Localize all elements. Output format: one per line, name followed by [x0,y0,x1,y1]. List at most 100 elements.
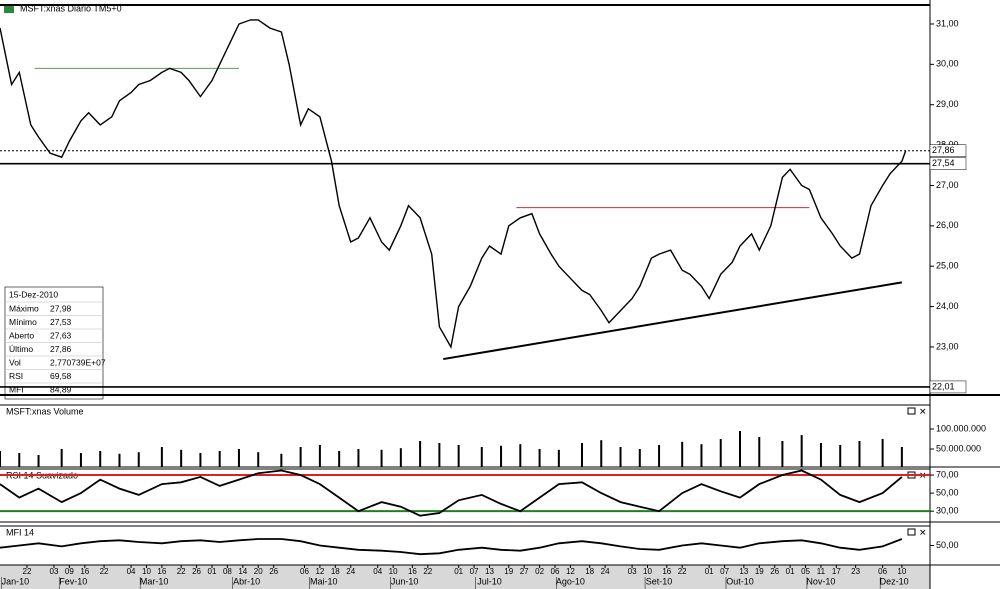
x-month-label: Jul-10 [477,576,502,586]
volume-bar [519,444,522,467]
volume-bar [781,441,784,467]
x-day-label: 01 [705,567,714,576]
x-day-label: 06 [300,567,309,576]
x-day-label: 01 [208,567,217,576]
marker-box [929,144,967,157]
volume-bar [399,448,402,467]
x-day-label: 26 [192,567,201,576]
volume-bar [237,449,240,467]
y-tick-label: 30,00 [936,506,959,516]
x-axis-band [0,565,930,589]
info-label: Aberto [9,330,34,340]
y-tick-label: 30,00 [936,59,959,69]
volume-bar [758,437,761,467]
volume-bar [480,447,483,467]
volume-bar [99,451,102,467]
y-tick-label: 24,00 [936,301,959,311]
info-label: Máximo [9,303,39,313]
x-day-label: 04 [373,567,382,576]
volume-bar [318,445,321,467]
volume-bar [299,447,302,467]
volume-bar [280,453,283,467]
volume-bar [18,453,21,467]
info-label: RSI [9,371,23,381]
x-day-label: 02 [535,567,544,576]
x-month-label: Mai-10 [310,576,338,586]
x-day-label: 11 [817,567,826,576]
x-day-label: 03 [50,567,59,576]
info-value: 27,53 [50,317,72,327]
x-day-label: 07 [470,567,479,576]
volume-bar [500,445,503,467]
x-month-label: Fev-10 [59,576,87,586]
x-day-label: 05 [801,567,810,576]
x-day-label: 18 [331,567,340,576]
x-day-label: 22 [678,567,687,576]
chart-title: MSFT:xnas Diário TM5+0 [20,3,122,13]
x-day-label: 04 [127,567,136,576]
x-day-label: 19 [504,567,513,576]
info-value: 27,86 [50,344,72,354]
info-label: MFI [9,384,24,394]
volume-bar [619,447,622,467]
volume-bar [118,453,121,467]
marker-label: 27,86 [932,145,955,155]
x-day-label: 26 [770,567,779,576]
panel-title: MSFT:xnas Volume [6,406,84,416]
x-day-label: 14 [238,567,247,576]
x-day-label: 06 [551,567,560,576]
info-box: 15-Dez-2010 Máximo 27,98 Mínimo 27,53 Aberto… [4,286,106,400]
panel-close[interactable]: ✕ [919,406,927,416]
x-day-label: 09 [65,567,74,576]
volume-bar [37,455,40,467]
x-day-label: 17 [832,567,841,576]
y-tick-label: 50.000.000 [936,443,981,453]
info-value: 2,770739E+07 [50,357,106,367]
marker-box [929,157,967,170]
volume-bar [438,443,441,467]
y-tick-label: 50,00 [936,487,959,497]
x-day-label: 22 [23,567,32,576]
volume-bar [218,451,221,467]
x-month-label: Set-10 [646,576,673,586]
volume-bar [557,449,560,467]
x-day-label: 19 [755,567,764,576]
marker-label: 27,54 [932,158,955,168]
panel-maximize[interactable] [907,528,916,536]
x-day-label: 22 [100,567,109,576]
x-day-label: 13 [485,567,494,576]
volume-bar [380,449,383,467]
volume-bar [79,453,82,467]
x-day-label: 01 [454,567,463,576]
info-value: 27,63 [50,330,72,340]
y-tick-label: 50,00 [936,540,959,550]
volume-bar [180,449,183,467]
x-month-label: Dez-10 [880,576,909,586]
data-line [0,19,907,349]
x-month-label: Out-10 [726,576,754,586]
x-day-label: 16 [408,567,417,576]
panel-close[interactable]: ✕ [919,527,927,537]
x-day-label: 06 [878,567,887,576]
x-day-label: 10 [643,567,652,576]
x-month-label: Nov-10 [806,576,835,586]
volume-bar [137,452,140,467]
info-label: Último [9,344,33,354]
x-day-label: 16 [157,567,166,576]
y-tick-label: 31,00 [936,18,959,28]
x-day-label: 23 [851,567,860,576]
x-day-label: 24 [601,567,610,576]
x-day-label: 10 [142,567,151,576]
info-frame [4,286,104,400]
volume-bar [719,439,722,467]
x-day-label: 03 [628,567,637,576]
volume-bar [739,431,741,467]
info-value: 69,58 [50,371,72,381]
volume-bar [0,451,1,467]
x-day-label: 12 [566,567,575,576]
volume-bar [357,449,360,467]
volume-bar [839,445,842,467]
panel-maximize[interactable] [907,407,916,415]
info-label: Mínimo [9,317,37,327]
